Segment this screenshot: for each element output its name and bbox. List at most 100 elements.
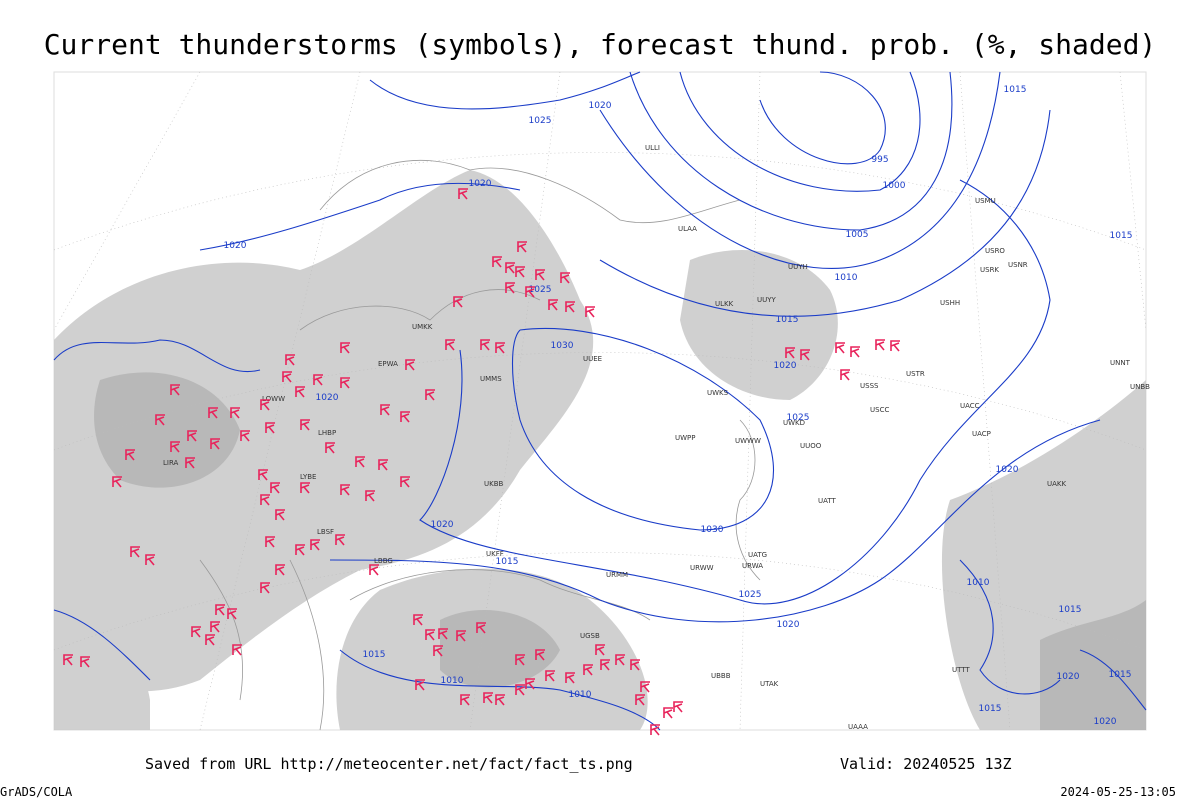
station-label: LBSF <box>317 528 334 536</box>
station-label: UMMS <box>480 375 502 383</box>
thunderstorm-symbol <box>270 482 280 494</box>
station-label: UKBB <box>484 480 504 488</box>
thunderstorm-symbol <box>875 339 885 351</box>
isobar-label: 1005 <box>846 230 869 240</box>
station-label: UACC <box>960 402 980 410</box>
thunderstorm-symbol <box>335 534 345 546</box>
thunderstorm-symbol <box>155 414 165 426</box>
isobar-label: 1020 <box>589 101 612 111</box>
station-label: URWW <box>690 564 714 572</box>
station-label: LYBE <box>300 473 316 481</box>
thunderstorm-symbol <box>112 476 122 488</box>
isobar-label: 1015 <box>363 650 386 660</box>
thunderstorm-symbol <box>210 621 220 633</box>
thunderstorm-symbol <box>208 407 218 419</box>
station-label: UNBB <box>1130 383 1150 391</box>
isobar-label: 1020 <box>996 465 1019 475</box>
thunderstorm-symbol <box>517 241 527 253</box>
station-label: ULKK <box>715 300 734 308</box>
meridians <box>53 71 1147 731</box>
thunderstorm-symbol <box>265 536 275 548</box>
shade-alps <box>94 372 240 488</box>
station-label: ULLI <box>645 144 660 152</box>
shade-sw <box>54 600 150 730</box>
station-label: USTR <box>906 370 925 378</box>
isobar-label: 1015 <box>1004 85 1027 95</box>
isobar-label: 1030 <box>551 341 574 351</box>
station-label: EPWA <box>378 360 398 368</box>
thunderstorm-symbol <box>835 342 845 354</box>
thunderstorm-symbol <box>535 649 545 661</box>
station-label: LBBG <box>374 557 393 565</box>
thunderstorm-symbol <box>505 262 515 274</box>
isobar-label: 1015 <box>1109 670 1132 680</box>
thunderstorm-symbol <box>525 286 535 298</box>
thunderstorm-symbol <box>265 422 275 434</box>
isobar <box>599 71 1001 269</box>
graticule <box>53 71 1147 731</box>
isobar-label: 1025 <box>529 285 552 295</box>
thunderstorm-symbol <box>400 476 410 488</box>
thunderstorm-symbol <box>340 484 350 496</box>
station-label: URWA <box>742 562 763 570</box>
thunderstorm-symbol <box>230 407 240 419</box>
coast-north <box>319 160 741 224</box>
thunderstorm-symbol <box>433 645 443 657</box>
isobar-label: 1020 <box>1094 717 1117 727</box>
isobar-label: 1000 <box>883 181 906 191</box>
thunderstorm-symbol <box>80 656 90 668</box>
isobar-label: 1030 <box>701 525 724 535</box>
map: ULLI ULAA USMU USRO USRK USNR USHH ULKK UUYY UUYH… <box>53 71 1150 736</box>
thunderstorm-symbol <box>413 614 423 626</box>
isobar-label: 1020 <box>774 361 797 371</box>
thunderstorm-symbol <box>258 469 268 481</box>
station-label: UATG <box>748 551 767 559</box>
thunderstorm-symbol <box>425 629 435 641</box>
station-label: UTTT <box>952 666 970 674</box>
isobar-label: 1015 <box>979 704 1002 714</box>
thunderstorm-symbol <box>210 438 220 450</box>
thunderstorm-symbol <box>300 419 310 431</box>
coast-med <box>199 559 325 731</box>
thunderstorm-symbol <box>600 659 610 671</box>
isobar <box>53 339 261 373</box>
thunderstorm-symbol <box>456 630 466 642</box>
thunderstorm-symbol <box>400 411 410 423</box>
thunderstorm-symbol <box>673 701 683 713</box>
isobar-label: 1020 <box>224 241 247 251</box>
thunderstorm-symbol <box>187 430 197 442</box>
shade-anatolia <box>440 610 560 688</box>
coastlines <box>199 160 761 731</box>
isobar <box>511 327 775 531</box>
thunderstorm-symbol <box>275 509 285 521</box>
isobar-label: 1015 <box>1059 605 1082 615</box>
station-label: UUYY <box>757 296 777 304</box>
timestamp: 2024-05-25-13:05 <box>1060 785 1176 799</box>
thunderstorm-symbol <box>476 622 486 634</box>
thunderstorm-symbol <box>275 564 285 576</box>
thunderstorm-symbol <box>325 442 335 454</box>
thunderstorm-symbol <box>405 359 415 371</box>
thunderstorm-symbol <box>535 269 545 281</box>
station-label: UUYH <box>788 263 808 271</box>
thunderstorm-symbol <box>515 654 525 666</box>
thunderstorm-symbol <box>565 672 575 684</box>
coast-caspian <box>735 419 761 581</box>
thunderstorm-symbol <box>583 664 593 676</box>
probability-shading-dark <box>94 372 1146 730</box>
thunderstorm-symbol <box>785 347 795 359</box>
thunderstorm-symbol <box>63 654 73 666</box>
isobar <box>629 71 953 231</box>
source-url: Saved from URL http://meteocenter.net/fa… <box>145 755 633 773</box>
station-label: UGSB <box>580 632 600 640</box>
thunderstorm-symbol <box>565 301 575 313</box>
isobar <box>339 649 661 731</box>
isobar-label: 1020 <box>469 179 492 189</box>
valid-time: Valid: 20240525 13Z <box>840 755 1012 773</box>
isobar <box>679 71 921 192</box>
isobar <box>329 419 1101 623</box>
station-label: UBBB <box>711 672 731 680</box>
station-label: URMM <box>606 571 628 579</box>
station-labels: ULLI ULAA USMU USRO USRK USNR USHH ULKK UUYY UUYH… <box>163 144 1150 731</box>
